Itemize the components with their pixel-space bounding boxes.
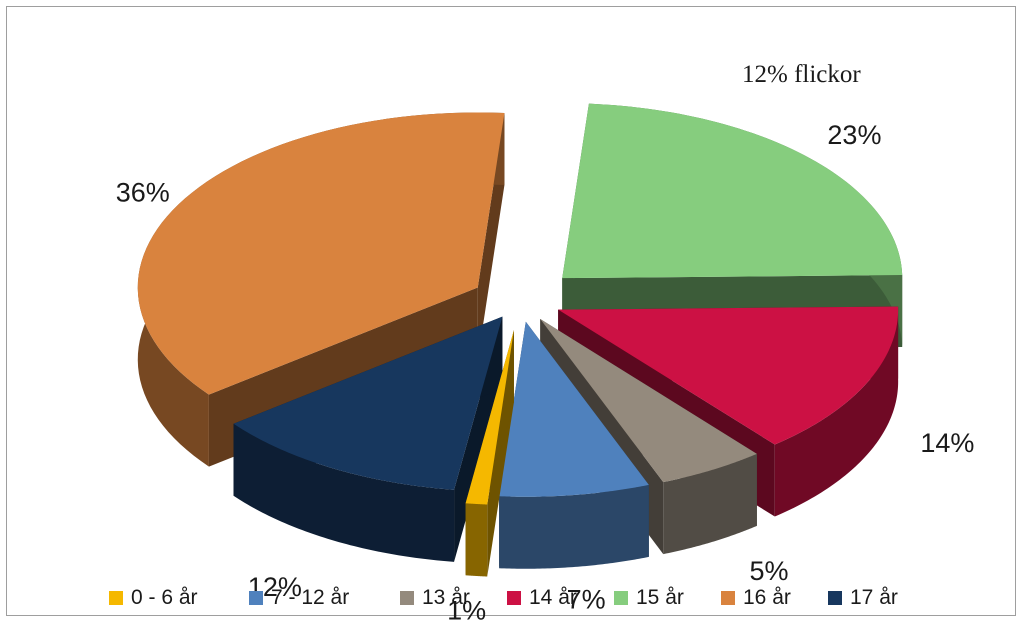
legend-swatch — [828, 591, 842, 605]
pie-slice-top — [540, 318, 757, 483]
pie-slice-7-12-r — [499, 321, 649, 569]
pie-slice-side — [233, 423, 455, 562]
legend-item-16-r: 16 år — [721, 586, 791, 609]
legend-swatch — [249, 591, 263, 605]
pie-slice-top — [562, 103, 903, 279]
pie-slice-side — [499, 484, 649, 569]
legend-label: 0 - 6 år — [131, 586, 198, 609]
pie-slice-side — [663, 453, 757, 555]
legend-label: 17 år — [850, 586, 898, 609]
chart-annotation: 12% flickor — [742, 61, 861, 88]
legend-item-15-r: 15 år — [614, 586, 684, 609]
legend-item-14-r: 14 år — [507, 586, 577, 609]
pie-slice-17-r — [233, 316, 503, 562]
legend-swatch — [614, 591, 628, 605]
legend-item-0-6-r: 0 - 6 år — [109, 586, 198, 609]
pie-slice-top — [233, 316, 503, 490]
legend-label: 15 år — [636, 586, 684, 609]
legend-swatch — [507, 591, 521, 605]
pie-slice-top — [499, 321, 649, 497]
data-label-13-r: 5% — [750, 556, 789, 586]
data-label-14-r: 14% — [920, 428, 974, 458]
pie-slice-top — [137, 112, 505, 395]
legend-label: 13 år — [422, 586, 470, 609]
pie-slice-top — [558, 306, 899, 445]
label-layer: 1% 7%5%14%23%36%12% — [116, 120, 975, 624]
legend-label: 16 år — [743, 586, 791, 609]
pie-slice-top — [465, 330, 514, 505]
data-label-7-12-r: 7% — [567, 584, 606, 614]
pie-slice-side — [465, 503, 488, 577]
data-label-16-r: 36% — [116, 177, 170, 207]
legend-swatch — [109, 591, 123, 605]
data-label-0-6-r: 1% — [447, 596, 486, 624]
legend-item-17-r: 17 år — [828, 586, 898, 609]
legend-item-7-12-r: 7 - 12 år — [249, 586, 349, 609]
legend-swatch — [400, 591, 414, 605]
legend: 0 - 6 år 7 - 12 år 13 år 14 år 15 år 16 år 17 … — [109, 586, 898, 609]
legend-swatch — [721, 591, 735, 605]
pie-slice-side — [774, 306, 899, 517]
pie-layer — [137, 103, 903, 577]
data-label-15-r: 23% — [827, 120, 881, 150]
legend-label: 7 - 12 år — [271, 586, 349, 609]
legend-item-13-r: 13 år — [400, 586, 470, 609]
legend-label: 14 år — [529, 586, 577, 609]
pie-slice-0-6-r — [465, 330, 514, 577]
